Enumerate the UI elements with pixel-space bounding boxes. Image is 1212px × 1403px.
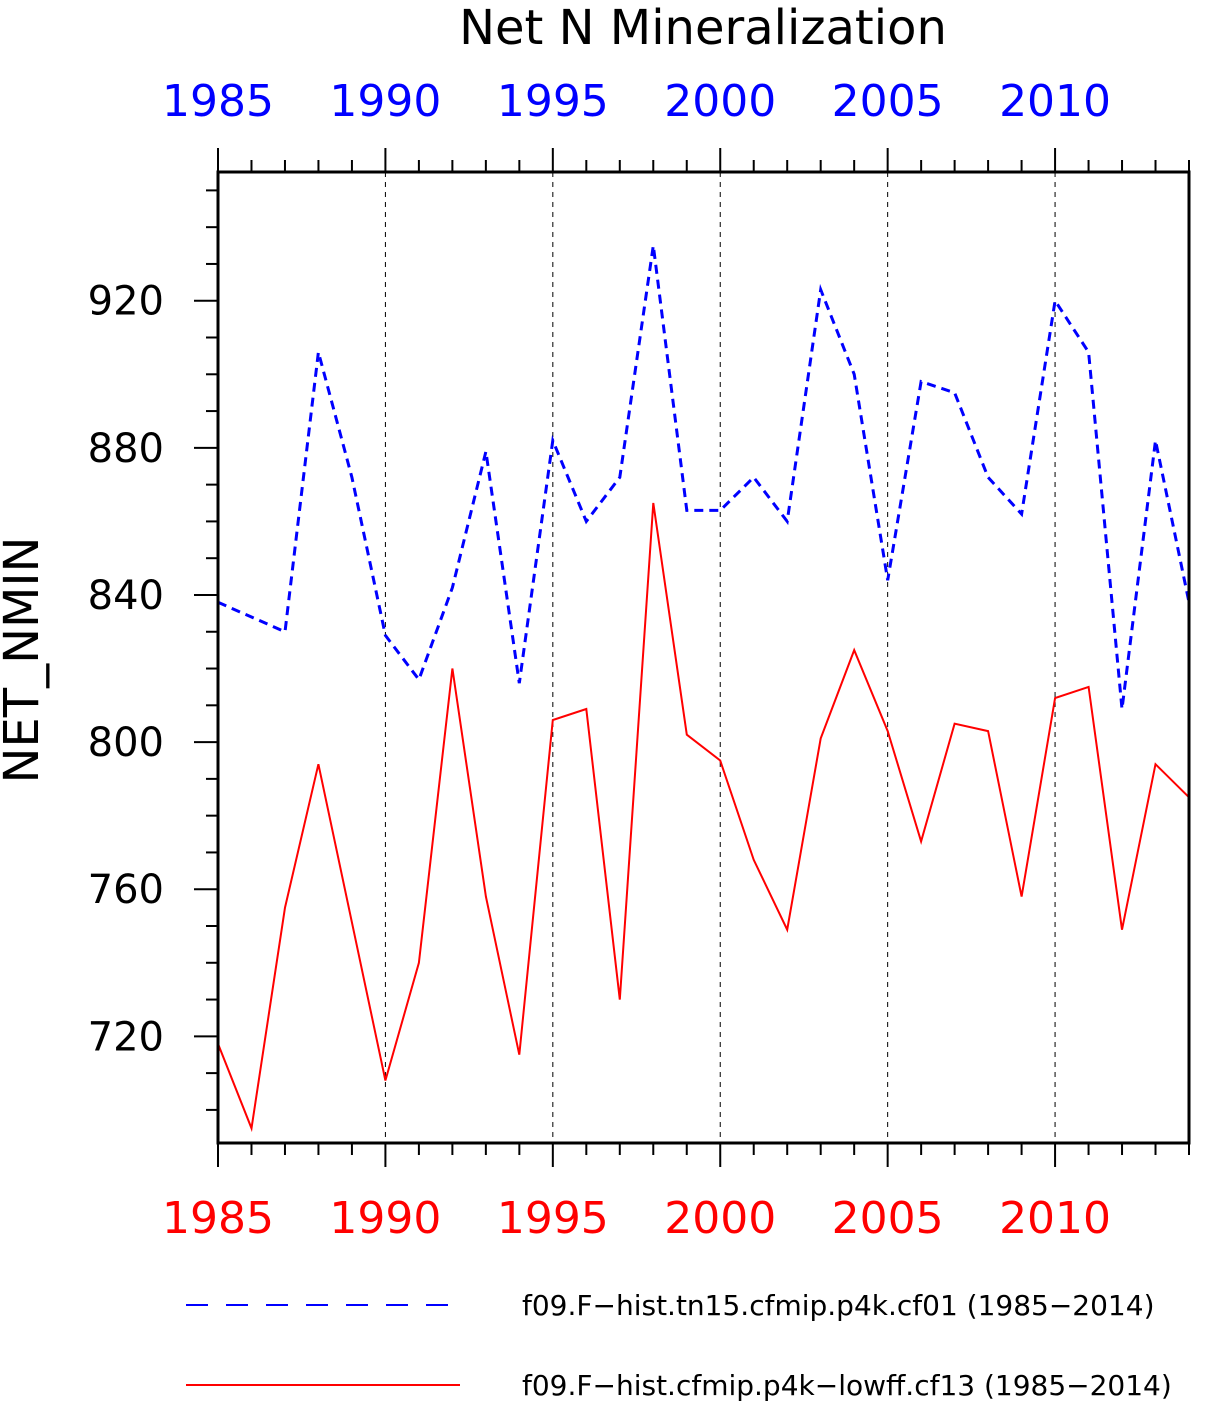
grid-lines [384, 172, 1056, 1143]
x-tick-label-bottom-1990: 1990 [329, 1193, 441, 1244]
legend-label-1: f09.F−hist.tn15.cfmip.p4k.cf01 (1985−201… [522, 1289, 1155, 1322]
legend-label-2: f09.F−hist.cfmip.p4k−lowff.cf13 (1985−20… [522, 1369, 1172, 1402]
y-tick-label-840: 840 [88, 573, 164, 619]
y-axis-label: NET_NMIN [0, 537, 50, 784]
plot-frame [216, 170, 1191, 1145]
x-tick-label-bottom-1995: 1995 [497, 1193, 609, 1244]
x-tick-label-top-1990: 1990 [329, 76, 441, 127]
x-tick-label-top-2010: 2010 [999, 76, 1111, 127]
x-tick-label-top-2000: 2000 [664, 76, 776, 127]
x-tick-label-bottom-2000: 2000 [664, 1193, 776, 1244]
x-tick-labels-bottom: 1985 1990 1995 2000 2005 2010 [162, 1193, 1111, 1244]
x-tick-label-bottom-2005: 2005 [832, 1193, 944, 1244]
x-tick-label-bottom-1985: 1985 [162, 1193, 274, 1244]
y-tick-label-760: 760 [88, 867, 164, 913]
chart-title: Net N Mineralization [459, 0, 947, 56]
x-tick-label-top-1985: 1985 [162, 76, 274, 127]
series-lines [217, 245, 1191, 1133]
x-tick-label-top-1995: 1995 [497, 76, 609, 127]
axis-ticks [194, 148, 1190, 1167]
x-tick-label-bottom-2010: 2010 [999, 1193, 1111, 1244]
series-line-2 [217, 502, 1190, 1133]
y-tick-labels: 720 760 800 840 880 920 [88, 279, 164, 1061]
legend: f09.F−hist.tn15.cfmip.p4k.cf01 (1985−201… [186, 1289, 1172, 1402]
y-tick-label-920: 920 [88, 279, 164, 325]
y-tick-label-880: 880 [88, 426, 164, 472]
x-tick-label-top-2005: 2005 [832, 76, 944, 127]
x-tick-labels-top: 1985 1990 1995 2000 2005 2010 [162, 76, 1111, 127]
y-tick-label-800: 800 [88, 720, 164, 766]
series-line-1 [217, 245, 1191, 710]
y-tick-label-720: 720 [88, 1014, 164, 1060]
